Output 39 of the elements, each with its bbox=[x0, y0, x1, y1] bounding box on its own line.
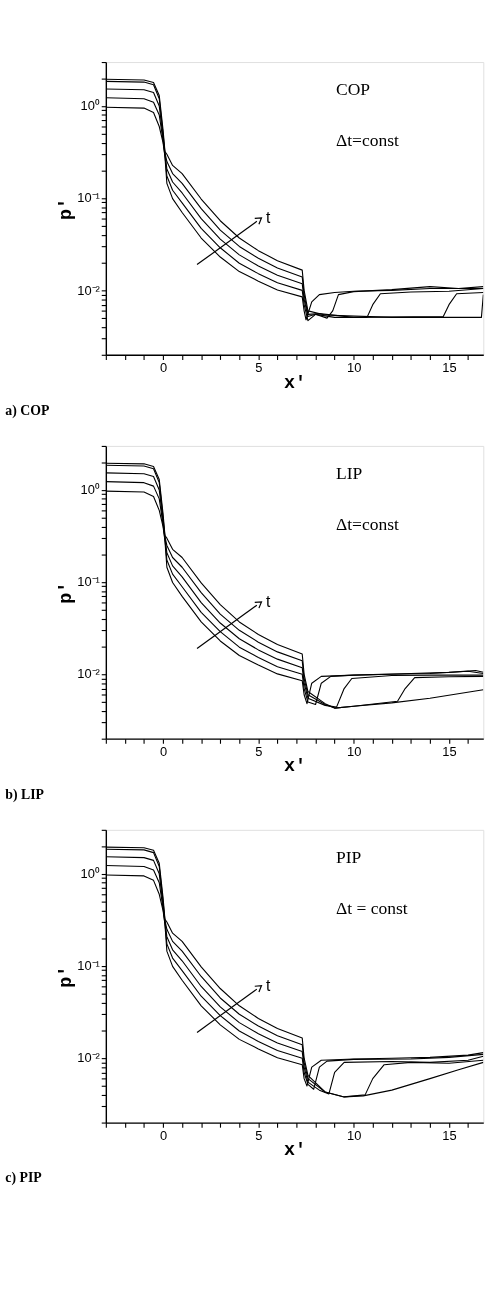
x-axis-title: x′ bbox=[284, 1140, 307, 1162]
y-axis-title: p′ bbox=[56, 197, 78, 220]
x-tick-label: 0 bbox=[159, 743, 168, 759]
x-tick-label: 15 bbox=[442, 1127, 457, 1143]
y-tick-label: 10⁻¹ bbox=[77, 958, 100, 974]
y-tick-label: 10⁰ bbox=[80, 865, 100, 881]
text: b) LIP bbox=[5, 786, 45, 803]
annotation: Δt=const bbox=[336, 129, 400, 150]
x-tick-label: 0 bbox=[159, 1127, 168, 1143]
y-axis-title: p′ bbox=[56, 581, 78, 604]
y-tick-label: 10⁰ bbox=[80, 482, 100, 498]
y-tick-label: 10⁰ bbox=[80, 98, 100, 114]
x-tick-label: 15 bbox=[442, 359, 457, 375]
text: a) COP bbox=[5, 402, 50, 419]
x-axis-title: x′ bbox=[284, 372, 307, 394]
x-tick-label: 15 bbox=[442, 743, 457, 759]
x-tick-label: 5 bbox=[255, 1127, 263, 1143]
x-tick-label: 10 bbox=[346, 359, 362, 375]
y-tick-label: 10⁻¹ bbox=[77, 190, 100, 206]
annotation: Δt = const bbox=[336, 897, 408, 918]
x-axis-title: x′ bbox=[284, 756, 307, 778]
x-tick-label: 0 bbox=[159, 359, 168, 375]
y-tick-label: 10⁻² bbox=[77, 1050, 101, 1066]
y-tick-label: 10⁻¹ bbox=[77, 574, 100, 590]
x-tick-label: 5 bbox=[255, 359, 263, 375]
annotation: PIP bbox=[336, 847, 362, 867]
y-tick-label: 10⁻² bbox=[77, 666, 101, 682]
text: c) PIP bbox=[5, 1170, 43, 1187]
annotation: LIP bbox=[336, 463, 363, 484]
y-axis-title: p′ bbox=[56, 965, 78, 988]
annotation: t bbox=[266, 593, 272, 611]
x-tick-label: 5 bbox=[255, 743, 263, 759]
annotation: t bbox=[266, 209, 272, 227]
annotation: t bbox=[266, 976, 272, 994]
x-tick-label: 10 bbox=[346, 743, 362, 759]
x-tick-label: 10 bbox=[346, 1127, 362, 1143]
annotation: COP bbox=[336, 79, 371, 100]
annotation: Δt=const bbox=[336, 513, 400, 534]
y-tick-label: 10⁻² bbox=[77, 282, 101, 298]
